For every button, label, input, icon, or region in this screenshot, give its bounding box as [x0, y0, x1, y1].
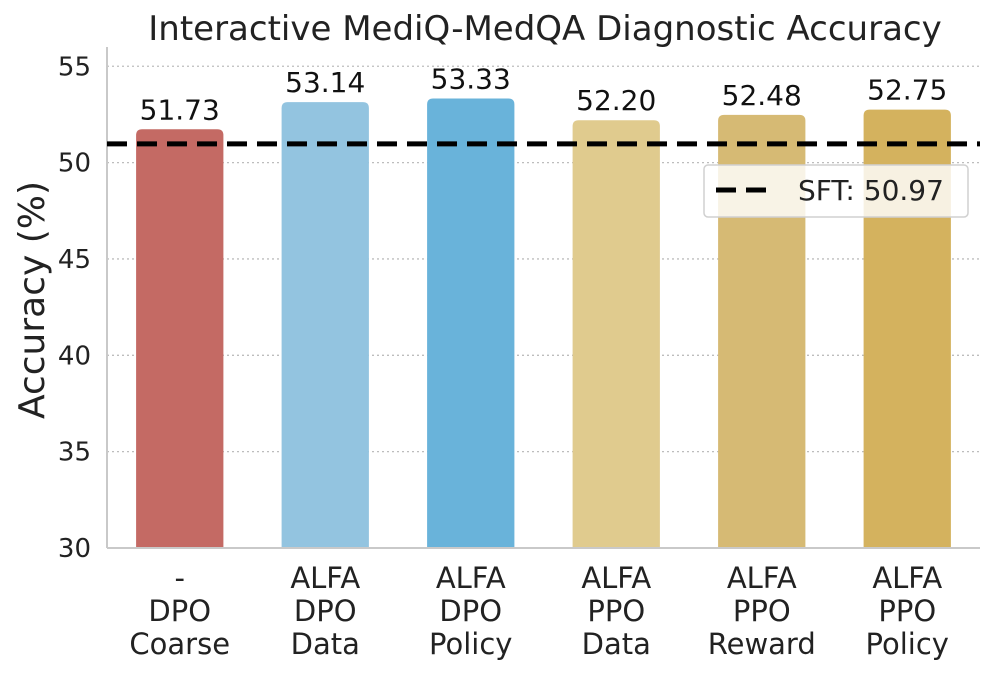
legend-label: SFT: 50.97: [798, 174, 944, 207]
x-tick-label: PPO: [878, 594, 936, 628]
x-tick-label: PPO: [587, 594, 645, 628]
bar: [572, 120, 660, 548]
x-tick-label: Policy: [429, 627, 512, 661]
bar: [427, 98, 515, 548]
y-tick-label: 45: [58, 245, 91, 275]
x-tick-label: ALFA: [727, 561, 797, 595]
gridlines: [107, 65, 980, 453]
bar-value-label: 51.73: [140, 93, 220, 126]
bar: [136, 129, 224, 549]
x-tick-label: DPO: [439, 594, 502, 628]
bars: [136, 98, 951, 549]
value-labels: 51.73 53.14 53.33 52.20 52.48 52.75: [140, 62, 948, 126]
x-tick-label: DPO: [294, 594, 357, 628]
x-tick-label: Data: [291, 627, 360, 661]
x-tick-label: DPO: [148, 594, 211, 628]
chart-title: Interactive MediQ-MedQA Diagnostic Accur…: [148, 9, 942, 49]
x-tick-label: ALFA: [872, 561, 942, 595]
bar-value-label: 52.20: [576, 84, 656, 117]
bar-value-label: 52.48: [722, 79, 802, 112]
bar: [863, 109, 951, 548]
bar: [718, 114, 806, 548]
x-tick-label: Reward: [708, 627, 816, 661]
y-tick-label: 40: [58, 341, 91, 371]
legend: SFT: 50.97: [703, 164, 969, 218]
x-tick-label: Coarse: [129, 627, 230, 661]
bar-value-label: 53.14: [285, 66, 365, 99]
x-tick-label: Data: [582, 627, 651, 661]
y-axis-label: Accuracy (%): [12, 181, 53, 419]
x-tick-label: Policy: [866, 627, 949, 661]
bar-value-label: 52.75: [867, 74, 947, 107]
y-tick-label: 35: [58, 438, 91, 468]
x-tick-label: PPO: [733, 594, 791, 628]
x-axis-ticks: -DPOCoarseALFADPODataALFADPOPolicyALFAPP…: [129, 561, 949, 661]
bar-value-label: 53.33: [431, 62, 511, 95]
y-tick-label: 30: [58, 534, 91, 564]
y-tick-label: 55: [58, 52, 91, 82]
x-tick-label: ALFA: [581, 561, 651, 595]
x-tick-label: ALFA: [290, 561, 360, 595]
x-tick-label: ALFA: [436, 561, 506, 595]
y-tick-label: 50: [58, 149, 91, 179]
x-tick-label: -: [175, 561, 185, 595]
bar: [281, 102, 369, 549]
legend-box: [703, 164, 969, 218]
y-axis-ticks: 30 35 40 45 50 55: [58, 52, 91, 564]
